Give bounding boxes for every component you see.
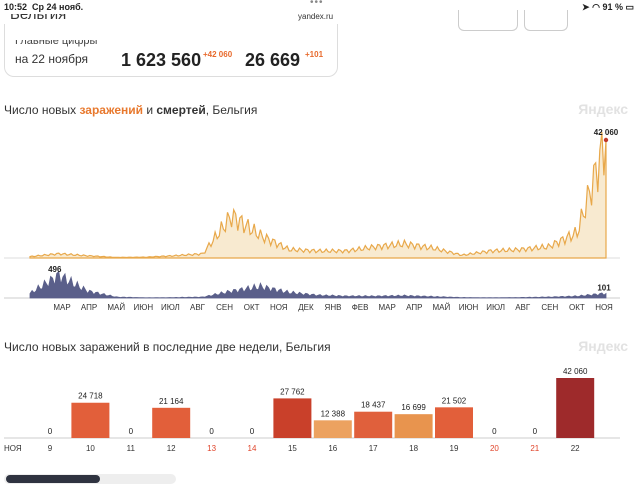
bottom-tabs[interactable] — [4, 474, 176, 484]
bar-value-label: 0 — [129, 427, 134, 436]
bar-value-label: 18 437 — [361, 401, 386, 410]
location-icon: ➤ — [582, 2, 590, 12]
month-tick-label: АВГ — [515, 303, 531, 312]
title-cases: заражений — [79, 103, 143, 117]
month-tick-label: ИЮЛ — [486, 303, 505, 312]
bar — [354, 411, 393, 438]
title-deaths: смертей — [156, 103, 206, 117]
deaths-total: 26 669 — [245, 50, 301, 70]
month-tick-label: МАР — [53, 303, 70, 312]
chart2-title: Число новых заражений в последние две не… — [4, 340, 331, 354]
month-label: НОЯ — [4, 444, 22, 453]
bar-value-label: 24 718 — [78, 392, 103, 401]
cases-peak-label: 42 060 — [594, 128, 619, 137]
day-tick-label: 18 — [409, 444, 418, 453]
status-date: Ср 24 нояб. — [32, 2, 84, 12]
bar-value-label: 0 — [492, 427, 497, 436]
stats-card: Главные цифры на 22 ноября 1 623 560 +42… — [4, 24, 338, 77]
battery-label: 91 % — [602, 2, 623, 12]
month-tick-label: ОКТ — [569, 303, 585, 312]
day-tick-label: 20 — [490, 444, 499, 453]
status-bar: 10:52 Ср 24 нояб. ••• yandex.ru ➤ ◠ 91 %… — [0, 0, 640, 21]
active-tab[interactable] — [6, 475, 100, 483]
deaths-series-area — [29, 270, 607, 299]
bar — [435, 407, 473, 438]
cases-series-area — [29, 132, 607, 259]
month-tick-label: АПР — [81, 303, 97, 312]
yandex-watermark: Яндекс — [578, 338, 628, 354]
bar — [556, 378, 595, 438]
month-tick-label: ДЕК — [298, 303, 314, 312]
month-tick-label: ОКТ — [244, 303, 260, 312]
month-tick-label: НОЯ — [595, 303, 613, 312]
title-part: и — [143, 103, 157, 117]
bar-value-label: 12 388 — [321, 409, 346, 418]
month-tick-label: ЯНВ — [325, 303, 342, 312]
yandex-watermark: Яндекс — [578, 101, 628, 117]
deaths-peak-label: 496 — [48, 265, 62, 274]
month-tick-label: ИЮЛ — [161, 303, 180, 312]
month-tick-label: НОЯ — [270, 303, 288, 312]
bar-value-label: 0 — [48, 427, 53, 436]
header-tab[interactable] — [524, 10, 568, 31]
cases-delta: +42 060 — [203, 50, 233, 59]
month-tick-label: МАЙ — [107, 303, 125, 312]
two-week-bar-chart: 0 9 24 718 10 0 11 21 164 12 0 13 0 14 27 762 15 12 38… — [4, 367, 620, 453]
cases-peak-point — [603, 137, 609, 143]
bar — [394, 414, 433, 438]
day-tick-label: 9 — [48, 444, 53, 453]
country-header[interactable]: Бельгия — [10, 6, 67, 23]
month-tick-label: ИЮН — [133, 303, 153, 312]
bar-value-label: 0 — [533, 427, 538, 436]
stats-date: на 22 ноября — [15, 52, 89, 66]
wifi-icon: ◠ — [592, 2, 600, 12]
bar-value-label: 0 — [250, 427, 255, 436]
day-tick-label: 14 — [248, 444, 257, 453]
stats-label: Главные цифры — [15, 35, 98, 47]
day-tick-label: 19 — [450, 444, 459, 453]
status-indicators: ➤ ◠ 91 % ▭ — [582, 2, 634, 13]
day-tick-label: 21 — [530, 444, 539, 453]
day-tick-label: 11 — [127, 444, 136, 453]
month-tick-label: АПР — [406, 303, 422, 312]
day-tick-label: 12 — [167, 444, 176, 453]
status-time: 10:52 — [4, 2, 28, 12]
cases-total: 1 623 560 — [121, 50, 202, 70]
month-tick-label: СЕН — [216, 303, 233, 312]
bar-value-label: 21 164 — [159, 397, 184, 406]
day-tick-label: 16 — [328, 444, 337, 453]
month-tick-label: ФЕВ — [352, 303, 369, 312]
address-url[interactable]: yandex.ru — [298, 12, 334, 21]
bar-value-label: 42 060 — [563, 367, 588, 376]
title-part: Число новых — [4, 103, 80, 117]
deaths-last-label: 101 — [597, 284, 611, 293]
day-tick-label: 17 — [369, 444, 378, 453]
month-tick-label: МАЙ — [433, 303, 451, 312]
title-part: , Бельгия — [205, 103, 258, 117]
bar-value-label: 0 — [209, 427, 214, 436]
month-tick-label: АВГ — [190, 303, 206, 312]
month-tick-label: МАР — [379, 303, 396, 312]
bar — [313, 420, 352, 438]
month-tick-label: ИЮН — [459, 303, 479, 312]
day-tick-label: 13 — [207, 444, 216, 453]
bar-value-label: 27 762 — [280, 387, 305, 396]
bar — [152, 407, 191, 438]
chart1-title: Число новых заражений и смертей, Бельгия — [4, 103, 257, 117]
battery-icon: ▭ — [625, 2, 634, 12]
month-tick-label: СЕН — [541, 303, 558, 312]
bar-value-label: 21 502 — [442, 396, 467, 405]
more-icon[interactable]: ••• — [310, 0, 324, 8]
bar — [71, 402, 110, 438]
bar-value-label: 16 699 — [401, 403, 426, 412]
header-tab[interactable] — [458, 10, 518, 31]
day-tick-label: 15 — [288, 444, 297, 453]
cases-deaths-chart: 42 060 496 101 МАР АПР МАЙ ИЮН ИЮЛ АВГ СЕН ОКТ НОЯ Д… — [4, 128, 620, 312]
bar — [273, 398, 312, 438]
day-tick-label: 10 — [86, 444, 95, 453]
deaths-delta: +101 — [305, 50, 324, 59]
day-tick-label: 22 — [571, 444, 580, 453]
